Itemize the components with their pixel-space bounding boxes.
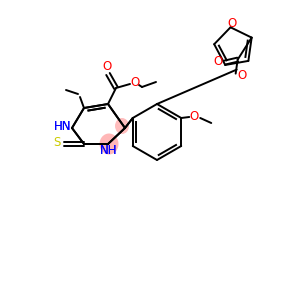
Text: HN: HN	[54, 121, 72, 134]
Text: O: O	[102, 59, 112, 73]
Text: NH: NH	[100, 143, 118, 157]
Text: O: O	[227, 17, 236, 30]
Text: O: O	[130, 76, 140, 88]
Text: NH: NH	[100, 143, 118, 157]
Text: O: O	[237, 69, 246, 82]
Ellipse shape	[115, 118, 129, 134]
Text: O: O	[213, 55, 222, 68]
Text: O: O	[190, 110, 199, 122]
Text: HN: HN	[54, 121, 72, 134]
Text: S: S	[53, 136, 61, 149]
Ellipse shape	[100, 134, 118, 154]
